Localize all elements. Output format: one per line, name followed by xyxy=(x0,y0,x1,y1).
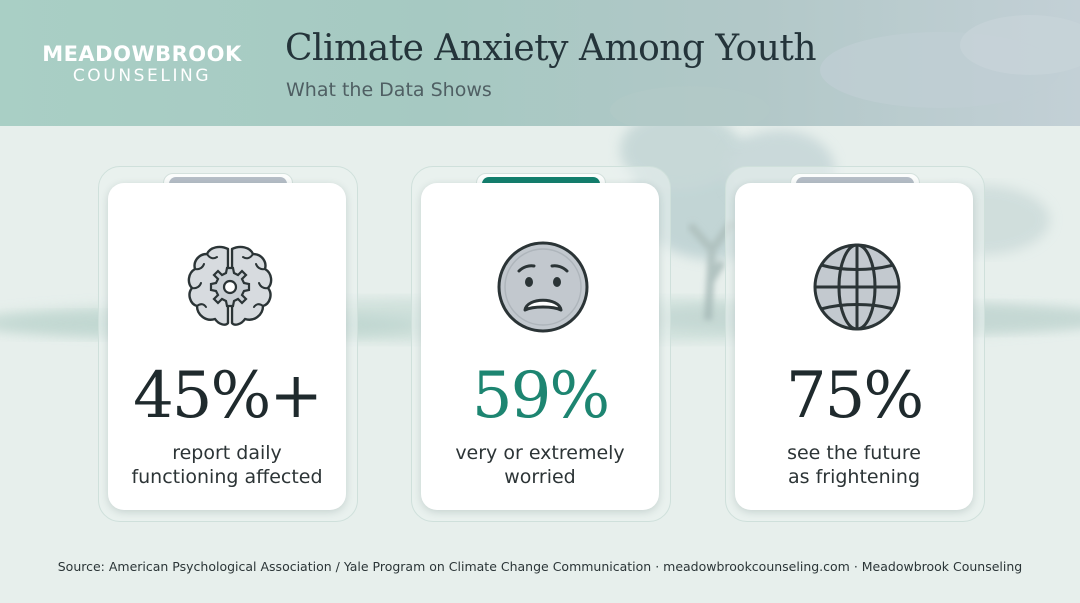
page-title: Climate Anxiety Among Youth xyxy=(285,28,817,69)
stat-description-line2: functioning affected xyxy=(131,466,323,488)
card-body: 59% very or extremely worried xyxy=(421,183,659,510)
worried-face-icon xyxy=(497,241,589,333)
stat-description: see the future as frightening xyxy=(735,441,973,489)
globe-icon xyxy=(813,243,901,331)
stat-value: 59% xyxy=(471,359,610,433)
card-body: 45%+ report daily functioning affected xyxy=(108,183,346,510)
page-subtitle: What the Data Shows xyxy=(286,79,492,101)
stat-description-line1: see the future xyxy=(787,442,921,464)
brain-gear-icon xyxy=(187,245,273,326)
stat-description: very or extremely worried xyxy=(421,441,659,489)
stat-value: 75% xyxy=(785,359,924,433)
stat-value: 45%+ xyxy=(133,359,323,433)
stat-description: report daily functioning affected xyxy=(108,441,346,489)
stat-description-line1: very or extremely xyxy=(455,442,625,464)
stat-description-line2: worried xyxy=(504,466,576,488)
source-footer: Source: American Psychological Associati… xyxy=(57,559,1023,574)
stat-card-future: 75% see the future as frightening xyxy=(725,166,985,522)
stat-description-line2: as frightening xyxy=(787,466,921,488)
card-body: 75% see the future as frightening xyxy=(735,183,973,510)
stat-description-line1: report daily xyxy=(172,442,282,464)
header-clouds xyxy=(610,15,1080,126)
stat-card-worried: 59% very or extremely worried xyxy=(411,166,671,522)
brand-name-line1: MEADOWBROOK xyxy=(42,42,242,66)
brand-name-line2: COUNSELING xyxy=(72,66,212,86)
header-banner: MEADOWBROOK COUNSELING Climate Anxiety A… xyxy=(0,0,1080,126)
stat-card-daily-functioning: 45%+ report daily functioning affected xyxy=(98,166,358,522)
brand-logo: MEADOWBROOK COUNSELING xyxy=(42,42,242,86)
